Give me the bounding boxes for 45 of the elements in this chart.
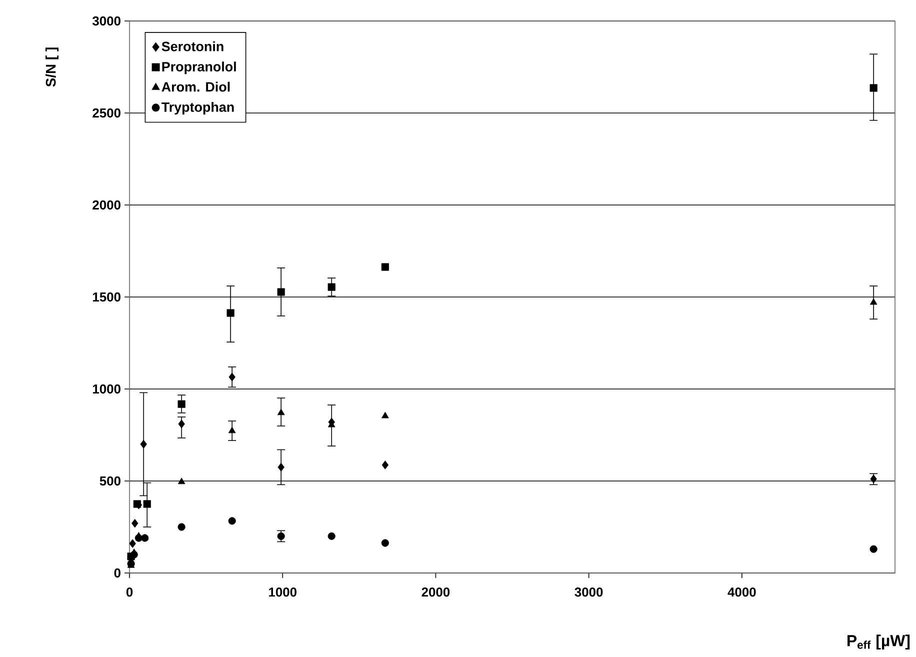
point bbox=[870, 298, 878, 305]
point bbox=[381, 539, 389, 547]
point bbox=[277, 288, 285, 296]
point bbox=[328, 532, 336, 540]
x-tick-label: 1000 bbox=[269, 588, 296, 597]
point bbox=[130, 550, 138, 558]
y-tick-label: 2000 bbox=[92, 200, 120, 210]
point bbox=[382, 412, 389, 418]
point bbox=[178, 400, 186, 408]
y-tick-label: 3000 bbox=[92, 16, 120, 26]
legend-label: Serotonin bbox=[162, 41, 224, 52]
point bbox=[178, 420, 185, 428]
legend-label: Arom. Diol bbox=[162, 82, 230, 92]
point bbox=[129, 539, 136, 548]
point bbox=[143, 500, 151, 508]
point bbox=[277, 408, 285, 416]
point bbox=[870, 84, 878, 92]
y-tick-label: 1000 bbox=[92, 384, 120, 394]
x-tick-label: 3000 bbox=[574, 588, 603, 597]
x-axis-title: P$_{eff}$ [µW] bbox=[848, 634, 910, 650]
point bbox=[381, 263, 389, 271]
x-tick-label: 0 bbox=[126, 588, 133, 597]
legend-label: Tryptophan bbox=[162, 102, 234, 115]
point bbox=[178, 478, 186, 484]
point bbox=[226, 309, 234, 317]
point bbox=[228, 372, 236, 382]
point bbox=[870, 545, 878, 553]
y-tick-label: 0 bbox=[114, 568, 120, 578]
y-tick-label: 2500 bbox=[92, 108, 120, 118]
point bbox=[178, 523, 186, 531]
legend-label: Propranolol bbox=[162, 62, 236, 74]
y-axis-title: S/N [ ] bbox=[45, 48, 58, 87]
point bbox=[277, 532, 285, 540]
point bbox=[132, 518, 138, 528]
point bbox=[278, 462, 284, 472]
point bbox=[228, 426, 236, 434]
point bbox=[328, 283, 336, 291]
point bbox=[140, 440, 147, 449]
point bbox=[228, 517, 236, 525]
x-tick-label: 4000 bbox=[728, 588, 756, 597]
point bbox=[382, 460, 389, 470]
point bbox=[870, 474, 877, 484]
x-tick-label: 2000 bbox=[422, 588, 450, 597]
y-tick-label: 500 bbox=[100, 476, 120, 486]
y-tick-label: 1500 bbox=[92, 292, 120, 302]
